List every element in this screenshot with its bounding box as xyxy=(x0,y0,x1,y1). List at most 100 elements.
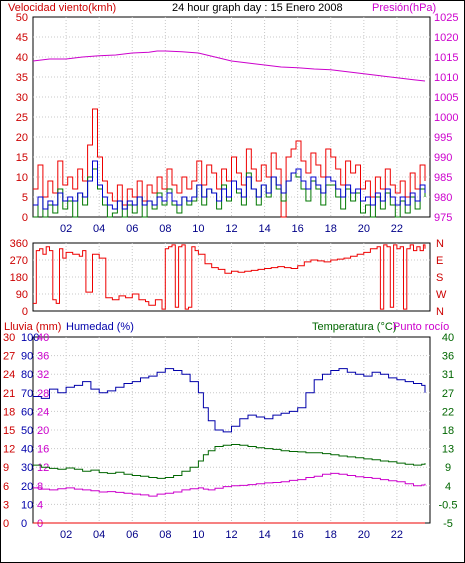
rain-tick-label: 15 xyxy=(3,425,15,437)
wind-x-axis-ticks: 02 04 06 08 10 12 14 16 18 20 22 xyxy=(60,223,403,235)
direction-compass-tick-label: W xyxy=(436,289,447,301)
climate-x-tick-label: 04 xyxy=(93,529,105,541)
climate-x-tick-label: 06 xyxy=(126,529,138,541)
wind-x-tick-label: 08 xyxy=(159,223,171,235)
temperature-tick-label: 18 xyxy=(442,425,454,437)
direction-compass-tick-label: E xyxy=(436,255,443,267)
climate-x-tick-label: 18 xyxy=(325,529,337,541)
rain-tick-label: 27 xyxy=(3,351,15,363)
wind-direction-line xyxy=(33,244,426,310)
inner-temperature-tick-label: 24 xyxy=(37,406,49,418)
wind-x-tick-label: 22 xyxy=(391,223,403,235)
direction-series xyxy=(33,244,426,310)
wind-speed-tick-label: 15 xyxy=(16,152,28,164)
inner-temperature-tick-label: 32 xyxy=(37,369,49,381)
pressure-tick-label: 1010 xyxy=(434,72,458,84)
wind-speed-axis-label: Velocidad viento(kmh) xyxy=(8,2,116,14)
dew-point-line xyxy=(33,472,426,497)
rain-tick-label: 12 xyxy=(3,444,15,456)
climate-x-tick-label: 10 xyxy=(192,529,204,541)
direction-compass-tick-label: N xyxy=(436,238,444,250)
inner-temperature-tick-label: 8 xyxy=(37,481,43,493)
humidity-tick-label: 70 xyxy=(21,388,33,400)
wind-x-tick-label: 12 xyxy=(225,223,237,235)
wind-x-tick-label: 04 xyxy=(93,223,105,235)
rain-tick-label: 0 xyxy=(3,518,9,530)
climate-x-axis-ticks: 02 04 06 08 10 12 14 16 18 20 22 xyxy=(60,529,403,541)
direction-degree-tick-label: 360 xyxy=(10,238,28,250)
rain-axis-label: Lluvia (mm) xyxy=(4,321,61,333)
direction-degree-tick-label: 180 xyxy=(10,272,28,284)
inner-temperature-tick-label: 40 xyxy=(37,332,49,344)
temperature-tick-label: 27 xyxy=(442,388,454,400)
direction-compass-tick-label: N xyxy=(436,306,444,318)
humidity-tick-label: 20 xyxy=(21,481,33,493)
inner-temperature-tick-label: 12 xyxy=(37,462,49,474)
temperature-tick-label: 9 xyxy=(445,462,451,474)
rain-tick-label: 18 xyxy=(3,406,15,418)
rain-axis-ticks: 0 3 6 9 12 15 18 21 24 27 30 xyxy=(3,332,15,530)
humidity-tick-label: 80 xyxy=(21,369,33,381)
humidity-tick-label: 60 xyxy=(21,406,33,418)
wind-speed-tick-label: 45 xyxy=(16,32,28,44)
direction-compass-tick-label: S xyxy=(436,272,443,284)
wind-speed-tick-label: 20 xyxy=(16,132,28,144)
temperature-axis-ticks: -5 -0.5 4 9 13 18 22 27 31 36 40 xyxy=(439,332,458,530)
pressure-axis-ticks: 975 980 985 990 995 1000 1005 1010 1015 1020 1025 xyxy=(434,12,458,224)
direction-degree-tick-label: 90 xyxy=(16,289,28,301)
pressure-tick-label: 1025 xyxy=(434,12,458,24)
chart-title: 24 hour graph day : 15 Enero 2008 xyxy=(172,2,343,14)
climate-x-tick-label: 08 xyxy=(159,529,171,541)
pressure-tick-label: 995 xyxy=(434,132,452,144)
wind-speed-tick-label: 10 xyxy=(16,172,28,184)
climate-series xyxy=(33,368,426,524)
wind-x-tick-label: 16 xyxy=(292,223,304,235)
climate-x-tick-label: 12 xyxy=(225,529,237,541)
wind-speed-tick-label: 5 xyxy=(22,192,28,204)
wind-speed-axis-ticks: 0 5 10 15 20 25 30 35 40 45 50 xyxy=(16,12,28,224)
temperature-tick-label: 13 xyxy=(442,444,454,456)
pressure-tick-label: 980 xyxy=(434,192,452,204)
wind-speed-line xyxy=(33,160,426,210)
climate-x-tick-label: 14 xyxy=(258,529,270,541)
pressure-tick-label: 1020 xyxy=(434,32,458,44)
wind-speed-tick-label: 0 xyxy=(22,212,28,224)
temperature-line xyxy=(33,444,426,479)
rain-tick-label: 21 xyxy=(3,388,15,400)
pressure-tick-label: 1000 xyxy=(434,112,458,124)
wind-x-tick-label: 14 xyxy=(258,223,270,235)
wind-speed-tick-label: 25 xyxy=(16,112,28,124)
wind-x-tick-label: 02 xyxy=(60,223,72,235)
dew-point-axis-label: Punto rocío xyxy=(393,321,449,333)
humidity-line xyxy=(33,368,426,433)
temperature-tick-label: 22 xyxy=(442,406,454,418)
direction-grid xyxy=(33,243,430,311)
wind-x-tick-label: 18 xyxy=(325,223,337,235)
temperature-tick-label: 40 xyxy=(442,332,454,344)
inner-temperature-tick-label: 4 xyxy=(37,499,43,511)
pressure-tick-label: 1005 xyxy=(434,92,458,104)
humidity-tick-label: 0 xyxy=(21,518,27,530)
temperature-axis-label: Temperatura (°C) xyxy=(312,321,396,333)
pressure-tick-label: 1015 xyxy=(434,52,458,64)
inner-temperature-tick-label: 36 xyxy=(37,351,49,363)
wind-x-tick-label: 20 xyxy=(358,223,370,235)
humidity-tick-label: 40 xyxy=(21,444,33,456)
wind-speed-tick-label: 30 xyxy=(16,92,28,104)
rain-tick-label: 30 xyxy=(3,332,15,344)
inner-temperature-tick-label: 20 xyxy=(37,425,49,437)
humidity-tick-label: 100 xyxy=(21,332,39,344)
pressure-tick-label: 975 xyxy=(434,212,452,224)
humidity-axis-label: Humedad (%) xyxy=(66,321,134,333)
climate-x-tick-label: 16 xyxy=(292,529,304,541)
rain-tick-label: 3 xyxy=(3,499,9,511)
temperature-tick-label: 36 xyxy=(442,351,454,363)
direction-degree-ticks: 0 90 180 270 360 xyxy=(10,238,28,318)
humidity-tick-label: 30 xyxy=(21,462,33,474)
rain-tick-label: 24 xyxy=(3,369,15,381)
